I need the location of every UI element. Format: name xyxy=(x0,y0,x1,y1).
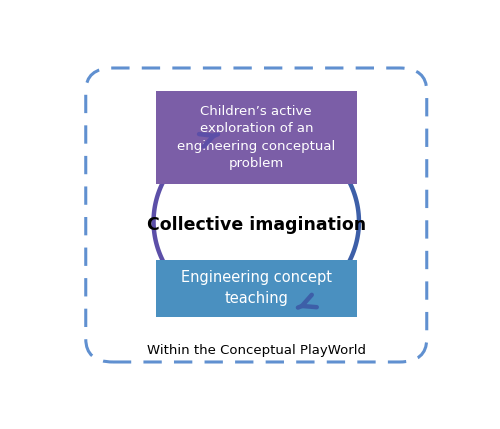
Text: Collective imagination: Collective imagination xyxy=(146,216,366,234)
FancyBboxPatch shape xyxy=(156,260,357,317)
Text: Within the Conceptual PlayWorld: Within the Conceptual PlayWorld xyxy=(147,344,366,357)
Text: Engineering concept
teaching: Engineering concept teaching xyxy=(181,271,332,306)
Text: Children’s active
exploration of an
engineering conceptual
problem: Children’s active exploration of an engi… xyxy=(177,105,336,170)
FancyBboxPatch shape xyxy=(156,91,357,184)
